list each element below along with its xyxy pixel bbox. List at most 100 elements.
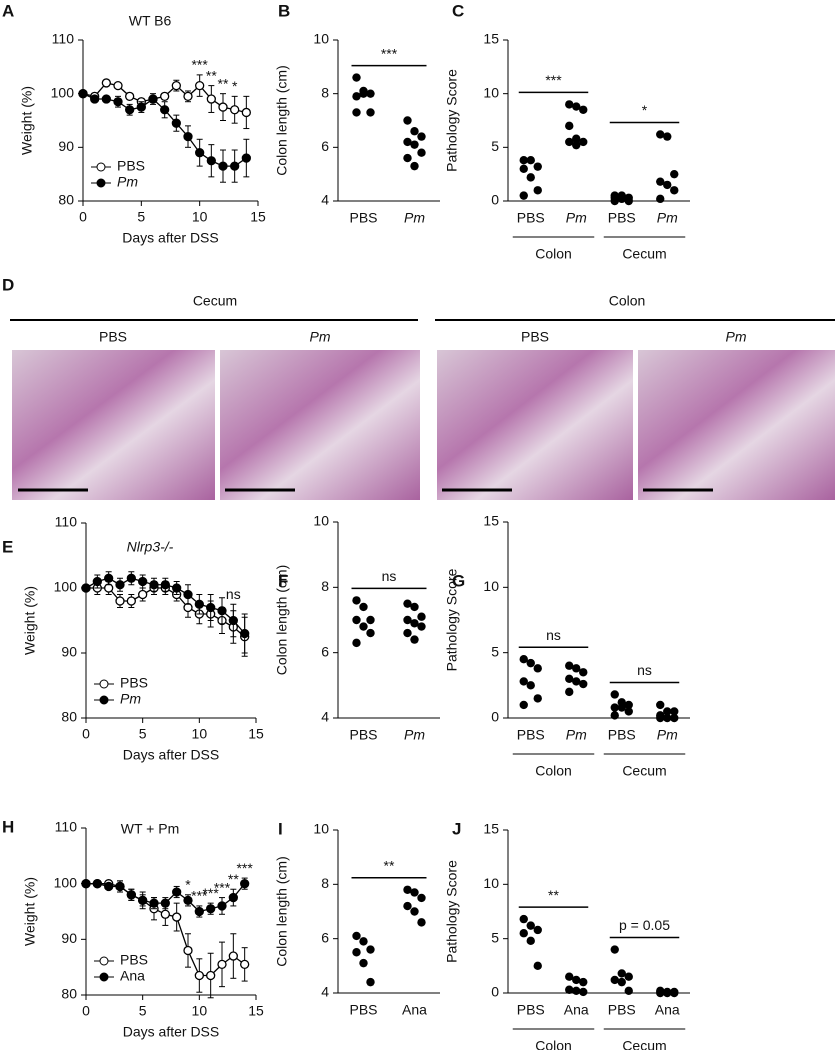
data-point — [519, 655, 528, 664]
y-tick-label: 10 — [483, 578, 499, 594]
data-point — [352, 948, 361, 957]
significance-label: ns — [637, 662, 652, 678]
data-point — [519, 914, 528, 924]
significance-label: ns — [546, 627, 561, 643]
image-label: PBS — [521, 329, 549, 345]
data-point — [410, 161, 419, 171]
y-tick-label: 100 — [54, 579, 78, 595]
data-point — [610, 703, 619, 712]
y-tick-label: 0 — [491, 709, 499, 725]
legend-label: PBS — [120, 952, 148, 968]
image-label: Pm — [726, 329, 747, 345]
data-point — [352, 108, 361, 117]
data-point — [352, 638, 361, 648]
significance-label: ** — [206, 67, 217, 83]
data-point — [579, 977, 588, 987]
legend-marker — [99, 972, 109, 982]
data-point — [183, 945, 193, 956]
data-point — [519, 191, 528, 200]
y-tick-label: 15 — [483, 31, 499, 47]
group-label: Colon — [535, 1038, 572, 1050]
data-point — [610, 945, 619, 954]
data-point — [663, 180, 672, 190]
data-point — [533, 694, 542, 703]
y-axis-label: Weight (%) — [22, 586, 38, 655]
panel-letter: B — [278, 1, 290, 20]
data-point — [656, 177, 665, 186]
histology-image — [638, 350, 835, 500]
data-point — [417, 612, 426, 621]
data-point — [92, 576, 102, 587]
data-point — [610, 711, 619, 720]
data-point — [670, 707, 679, 716]
y-tick-label: 8 — [321, 578, 329, 594]
data-point — [617, 969, 626, 978]
data-point — [410, 907, 419, 916]
y-tick-label: 4 — [321, 709, 329, 725]
data-point — [417, 918, 426, 927]
data-point — [160, 91, 170, 101]
data-point — [218, 161, 228, 171]
x-tick-label: 15 — [248, 726, 264, 742]
data-point — [352, 596, 361, 605]
data-point — [410, 635, 419, 644]
group-label: Colon — [535, 763, 572, 779]
data-point — [533, 925, 542, 935]
data-point — [126, 573, 136, 583]
data-point — [352, 73, 361, 82]
data-point — [656, 713, 665, 723]
data-point — [663, 707, 672, 716]
x-tick-label: Ana — [655, 1002, 680, 1018]
data-point — [572, 677, 581, 686]
significance-label: *** — [191, 888, 208, 904]
x-tick-label: PBS — [608, 1002, 636, 1018]
data-point — [206, 970, 216, 981]
y-axis-label: Colon length (cm) — [274, 856, 290, 967]
data-point — [217, 959, 227, 970]
data-point — [138, 576, 148, 587]
x-tick-label: Pm — [566, 727, 587, 743]
data-point — [403, 116, 412, 125]
data-point — [195, 148, 205, 158]
significance-label: * — [642, 102, 648, 118]
data-point — [403, 599, 412, 608]
significance-label: * — [232, 78, 238, 94]
data-point — [81, 583, 91, 593]
data-point — [579, 105, 588, 114]
data-point — [670, 169, 679, 179]
y-tick-label: 90 — [61, 644, 77, 660]
data-point — [172, 887, 182, 897]
data-point — [101, 78, 111, 88]
legend-label: PBS — [117, 158, 145, 174]
x-axis-label: Days after DSS — [123, 1024, 219, 1040]
data-point — [352, 615, 361, 625]
legend-label: Pm — [120, 691, 141, 707]
data-point — [230, 105, 240, 115]
data-point — [194, 970, 204, 981]
x-tick-label: 10 — [192, 1003, 208, 1019]
legend-marker — [99, 695, 109, 705]
panel-letter: H — [2, 817, 14, 836]
x-tick-label: 15 — [248, 1003, 264, 1019]
chart-title: Nlrp3-/- — [127, 539, 174, 555]
data-point — [624, 707, 633, 716]
data-point — [218, 102, 228, 112]
y-tick-label: 110 — [52, 31, 75, 47]
significance-label: *** — [236, 860, 253, 876]
data-point — [656, 130, 665, 139]
data-point — [565, 972, 574, 981]
data-point — [138, 589, 148, 600]
data-point — [417, 148, 426, 157]
data-point — [610, 690, 619, 699]
chart-title: WT + Pm — [121, 821, 179, 837]
y-tick-label: 4 — [321, 192, 329, 208]
x-tick-label: 0 — [82, 1003, 90, 1019]
data-point — [172, 912, 182, 922]
data-point — [113, 97, 123, 107]
y-tick-label: 100 — [54, 874, 78, 890]
data-point — [572, 986, 581, 996]
data-point — [195, 80, 205, 91]
data-point — [230, 161, 240, 171]
x-tick-label: PBS — [517, 727, 545, 743]
data-point — [90, 94, 100, 104]
